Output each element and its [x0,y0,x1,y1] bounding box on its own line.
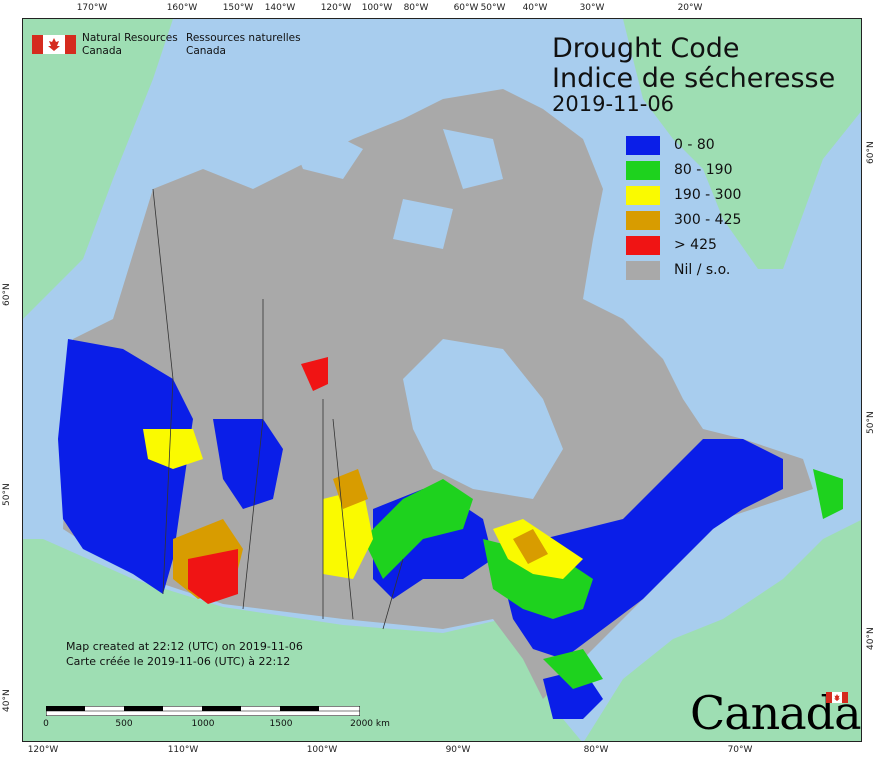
tick-right-2: 40°N [866,627,876,650]
dc-80-190-ontario [363,479,473,579]
legend-label: Nil / s.o. [674,262,731,278]
tick-top-5: 100°W [361,3,393,13]
agency-name-fr: Ressources naturelles Canada [186,32,301,58]
scale-label-1: 500 [115,719,133,729]
greenland-landmass [623,19,861,269]
tick-left-0: 60°N [2,283,12,306]
legend-label: > 425 [674,237,717,253]
usa-east-landmass [584,520,861,741]
dc-425-alberta [188,549,238,604]
legend-swatch [626,236,660,255]
tick-top-10: 30°W [579,3,605,13]
legend-swatch [626,211,660,230]
agency-fr-line1: Ressources naturelles [186,32,301,44]
creation-note: Map created at 22:12 (UTC) on 2019-11-06… [66,639,303,669]
arctic-channels [283,119,503,249]
tick-bottom-4: 80°W [583,745,609,755]
scale-label-3: 1500 [269,719,293,729]
tick-top-1: 160°W [166,3,198,13]
provincial-boundaries [152,188,404,630]
tick-bottom-3: 90°W [445,745,471,755]
agency-en-line2: Canada [82,45,122,57]
tick-top-2: 150°W [222,3,254,13]
tick-right-1: 50°N [866,411,876,434]
dc-425-nunavut [301,357,328,391]
tick-left-1: 50°N [2,483,12,506]
scale-label-0: 0 [43,719,49,729]
dc-80-190-southern-ontario [543,649,603,689]
dc-300-425-ontario [513,529,548,564]
wordmark-flag-icon [826,692,848,703]
agency-en-line1: Natural Resources [82,32,178,44]
map-title-en: Drought Code [552,33,740,64]
tick-top-6: 80°W [403,3,429,13]
tick-top-9: 40°W [522,3,548,13]
legend-label: 190 - 300 [674,187,742,203]
map-date: 2019-11-06 [552,92,675,116]
tick-bottom-1: 110°W [167,745,199,755]
legend-swatch [626,161,660,180]
dc-80-190-newfoundland [813,469,843,519]
agency-fr-line2: Canada [186,45,226,57]
map-canvas [22,18,862,742]
alaska-landmass [23,19,173,319]
hudson-bay [403,339,563,499]
legend-label: 0 - 80 [674,137,715,153]
canada-flag-icon [32,35,76,54]
map-graphics [23,19,861,741]
creation-note-en: Map created at 22:12 (UTC) on 2019-11-06 [66,640,303,653]
scale-bar [46,706,360,716]
dc-0-80-prairies [213,419,283,509]
legend-swatch [626,136,660,155]
scale-label-4: 2000 km [350,719,390,729]
creation-note-fr: Carte créée le 2019-11-06 (UTC) à 22:12 [66,655,291,668]
dc-0-80-west [58,339,193,594]
legend-label: 80 - 190 [674,162,733,178]
tick-top-0: 170°W [76,3,108,13]
dc-300-425-sask [333,469,368,509]
tick-bottom-5: 70°W [727,745,753,755]
dc-190-300-sask [323,489,373,579]
tick-bottom-0: 120°W [27,745,59,755]
tick-bottom-2: 100°W [306,745,338,755]
tick-right-0: 60°N [866,141,876,164]
tick-top-8: 50°W [480,3,506,13]
dc-190-300-bc [143,429,203,469]
tick-left-2: 40°N [2,689,12,712]
tick-top-3: 140°W [264,3,296,13]
map-title-fr: Indice de sécheresse [552,63,836,94]
agency-name-en: Natural Resources Canada [82,32,178,58]
map-title: Drought Code Indice de sécheresse [552,34,835,94]
tick-top-7: 60°W [453,3,479,13]
legend-label: 300 - 425 [674,212,742,228]
tick-top-4: 120°W [320,3,352,13]
legend-swatch [626,261,660,280]
tick-top-11: 20°W [677,3,703,13]
scale-label-2: 1000 [191,719,215,729]
legend-swatch [626,186,660,205]
